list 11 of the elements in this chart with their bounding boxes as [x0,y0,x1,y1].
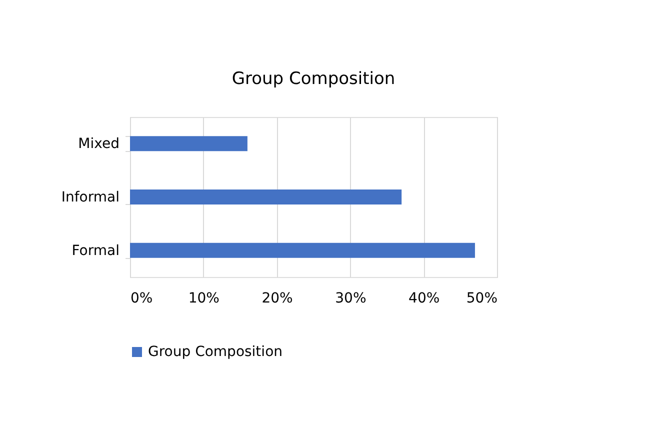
y-tick-label: Formal [72,242,120,259]
legend-label: Group Composition [148,344,283,360]
x-tick-label: 50% [466,290,498,306]
x-tick-label: 40% [408,290,440,306]
y-tick-label: Mixed [78,136,120,152]
x-tick-label: 20% [262,290,293,306]
x-tick-label: 10% [188,290,220,306]
x-tick-label: 0% [130,290,153,306]
chart-title: Group Composition [232,69,396,89]
y-tick-label: Informal [61,190,120,206]
x-tick-label: 30% [335,290,366,306]
